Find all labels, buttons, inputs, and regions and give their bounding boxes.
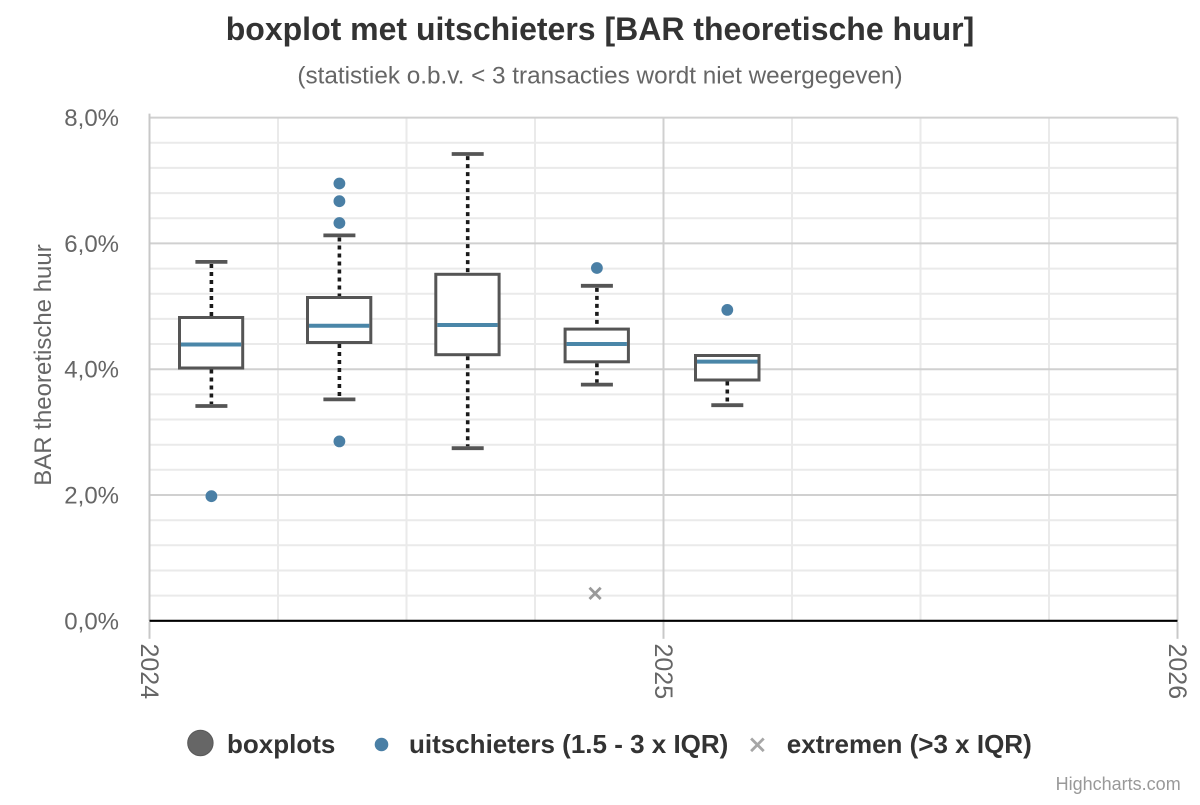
svg-text:Highcharts.com: Highcharts.com [1056, 774, 1181, 794]
svg-text:(statistiek o.b.v. < 3 transac: (statistiek o.b.v. < 3 transacties wordt… [297, 63, 902, 90]
svg-text:0,0%: 0,0% [64, 608, 119, 635]
svg-text:2025: 2025 [649, 644, 677, 700]
svg-text:4,0%: 4,0% [64, 357, 119, 384]
svg-text:BAR theoretische huur: BAR theoretische huur [30, 244, 57, 485]
svg-text:6,0%: 6,0% [64, 231, 119, 258]
svg-text:2024: 2024 [135, 644, 163, 700]
svg-text:8,0%: 8,0% [64, 105, 119, 132]
svg-text:2,0%: 2,0% [64, 483, 119, 510]
svg-text:boxplot met uitschieters [BAR: boxplot met uitschieters [BAR theoretisc… [226, 11, 975, 47]
svg-text:2026: 2026 [1163, 644, 1191, 700]
svg-text:extremen (>3 x IQR): extremen (>3 x IQR) [787, 729, 1032, 759]
svg-text:boxplots: boxplots [227, 729, 335, 759]
svg-text:uitschieters (1.5 - 3 x IQR): uitschieters (1.5 - 3 x IQR) [409, 729, 728, 759]
